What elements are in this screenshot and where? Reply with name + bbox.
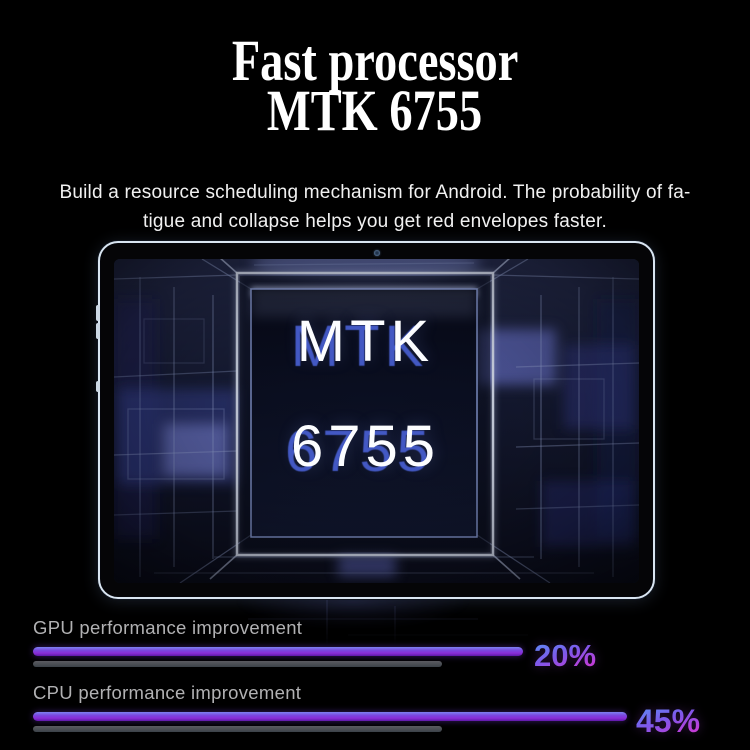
power-button bbox=[96, 381, 100, 392]
gpu-progress-bar bbox=[33, 647, 523, 656]
page-title: Fast processor bbox=[231, 28, 519, 93]
volume-down-button bbox=[96, 323, 100, 339]
chip-name-text: MTK bbox=[296, 309, 435, 374]
header: Fast processor MTK 6755 bbox=[0, 28, 750, 143]
chip-label: MTK 6755 bbox=[114, 289, 628, 499]
gpu-percent-value: 20% bbox=[534, 638, 597, 673]
tablet-screen: MTK 6755 bbox=[114, 259, 639, 583]
background-reflection bbox=[98, 600, 655, 652]
page-subtitle: MTK 6755 bbox=[267, 78, 483, 143]
volume-up-button bbox=[96, 305, 100, 321]
description: Build a resource scheduling mechanism fo… bbox=[15, 178, 735, 236]
chip-model-text: 6755 bbox=[290, 414, 441, 479]
gpu-performance-label: GPU performance improvement bbox=[33, 617, 303, 638]
cpu-performance-label: CPU performance improvement bbox=[33, 682, 302, 703]
front-camera-icon bbox=[373, 250, 380, 256]
description-line-2: tigue and collapse helps you get red env… bbox=[143, 211, 607, 232]
cpu-progress-track bbox=[33, 726, 442, 732]
description-line-1: Build a resource scheduling mechanism fo… bbox=[59, 182, 691, 203]
tablet-device: MTK 6755 bbox=[96, 241, 655, 599]
gpu-progress-track bbox=[33, 661, 442, 667]
cpu-percent-value: 45% bbox=[636, 703, 701, 739]
screen-wireframe-art bbox=[114, 259, 639, 583]
cpu-progress-bar bbox=[33, 712, 627, 721]
tablet-bezel: MTK 6755 bbox=[101, 244, 652, 596]
